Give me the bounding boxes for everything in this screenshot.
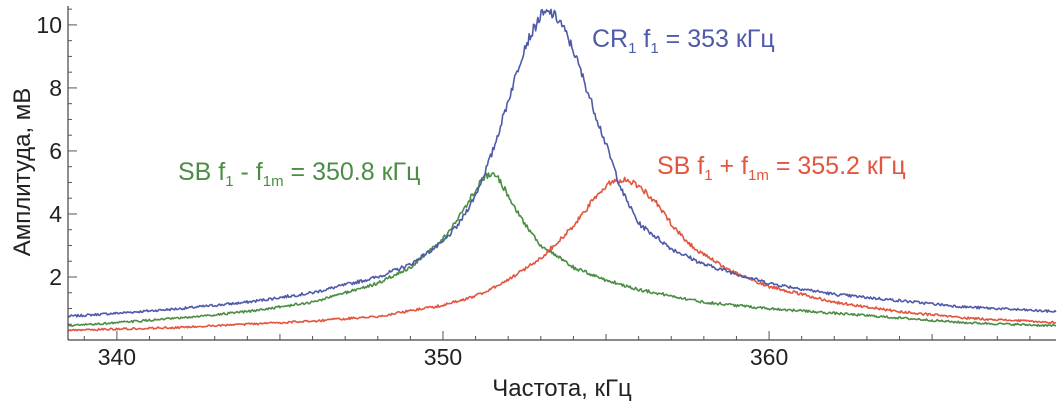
y-tick-label: 8 [49, 75, 62, 101]
curves-layer [67, 8, 1057, 332]
annotation-sb-plus: SB f1 + f1m = 355.2 кГц [657, 152, 906, 184]
annotation-cr1-sub1: 1 [628, 40, 636, 57]
annotation-cr1-rest: f [636, 25, 650, 53]
y-axis-title: Амплитуда, мВ [9, 88, 36, 257]
series-line-0 [67, 8, 1057, 318]
annotation-cr1: CR1 f1 = 353 кГц [592, 25, 775, 57]
annotation-cr1-tail: = 353 кГц [659, 25, 775, 53]
y-tick-label: 4 [49, 201, 62, 227]
annotation-sb-plus-tail: = 355.2 кГц [769, 152, 906, 180]
annotation-sb-plus-sub2: 1m [748, 167, 769, 184]
y-axis: 2 4 6 8 10 [36, 6, 77, 340]
annotation-cr1-main: CR [592, 25, 628, 53]
annotation-sb-plus-rest: + f [713, 152, 748, 180]
annotation-sb-minus: SB f1 - f1m = 350.8 кГц [178, 158, 420, 190]
annotation-sb-minus-rest: - f [234, 158, 263, 186]
y-ticks: 2 4 6 8 10 [36, 8, 77, 325]
x-tick-label: 360 [750, 344, 788, 370]
x-ticks: 340 350 360 [83, 331, 1031, 370]
annotation-cr1-sub2: 1 [650, 40, 658, 57]
annotation-sb-minus-sub2: 1m [263, 173, 284, 190]
y-tick-label: 2 [49, 264, 62, 290]
y-tick-label: 6 [49, 138, 62, 164]
x-tick-label: 340 [98, 344, 136, 370]
y-tick-label: 10 [36, 12, 62, 38]
annotation-sb-plus-main: SB f [657, 152, 704, 180]
series-line-1 [67, 172, 1057, 328]
x-axis-title: Частота, кГц [492, 375, 632, 402]
x-axis: 340 350 360 [68, 331, 1056, 370]
annotation-sb-minus-tail: = 350.8 кГц [284, 158, 421, 186]
x-tick-label: 350 [424, 344, 462, 370]
annotation-sb-minus-sub1: 1 [225, 173, 233, 190]
annotation-sb-minus-main: SB f [178, 158, 225, 186]
annotation-sb-plus-sub1: 1 [704, 167, 712, 184]
series-line-2 [67, 176, 1057, 332]
